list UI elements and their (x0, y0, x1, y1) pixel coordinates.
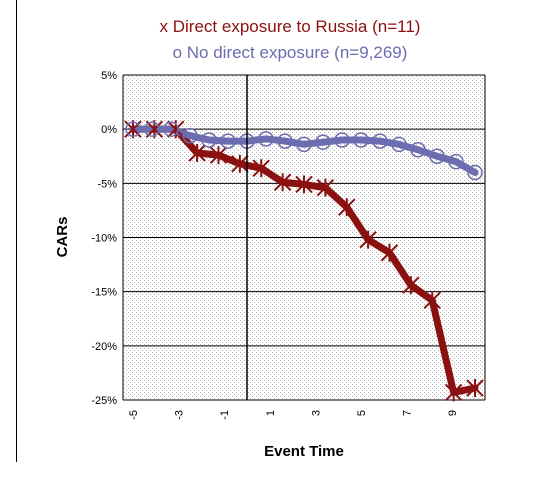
data-point-star (402, 276, 420, 295)
data-point-star (209, 146, 228, 165)
x-tick-label: -1 (219, 410, 231, 420)
data-point-star (273, 173, 292, 192)
x-tick-label: 1 (265, 410, 277, 416)
data-point-circle (448, 153, 464, 170)
y-tick-label: -10% (91, 233, 117, 245)
data-point-star (231, 154, 249, 173)
frame-border-line (16, 0, 17, 462)
y-tick-label: -5% (97, 178, 117, 190)
data-point-circle (410, 142, 426, 158)
data-point-star (316, 178, 335, 197)
legend-entry-0: x Direct exposure to Russia (n=11) (160, 17, 421, 36)
data-point-circle (201, 132, 217, 148)
data-point-star (338, 198, 356, 217)
x-tick-label: 5 (356, 410, 368, 416)
data-point-circle (258, 131, 274, 147)
data-point-star (380, 243, 399, 262)
x-axis-title: Event Time (264, 443, 344, 460)
x-tick-label: 3 (310, 410, 322, 416)
data-point-star (252, 159, 270, 178)
y-tick-label: 0% (101, 124, 117, 136)
data-point-circle (277, 133, 293, 149)
data-point-star (444, 383, 463, 402)
y-axis-title: CARs (54, 217, 71, 258)
x-tick-label: -5 (128, 410, 140, 420)
data-point-star (423, 291, 441, 310)
data-point-circle (144, 121, 160, 137)
data-point-circle (372, 133, 388, 149)
data-point-circle (353, 132, 369, 148)
y-tick-label: -25% (91, 395, 117, 407)
data-point-circle (182, 127, 198, 144)
data-point-circle (429, 148, 445, 164)
data-point-circle (296, 136, 312, 153)
series-line-1 (129, 125, 479, 176)
data-point-circle (315, 134, 331, 150)
legend-entry-1: o No direct exposure (n=9,269) (173, 43, 408, 62)
data-point-star (466, 379, 484, 398)
data-point-circle (163, 121, 179, 137)
data-point-circle (391, 136, 407, 153)
x-tick-label: 9 (447, 410, 459, 416)
data-point-star (188, 144, 206, 162)
data-point-circle (467, 164, 483, 181)
x-tick-label: -3 (174, 410, 186, 420)
y-tick-label: -20% (91, 341, 117, 353)
data-point-circle (220, 133, 236, 149)
data-point-circle (334, 132, 350, 148)
data-point-star (295, 175, 313, 194)
data-point-star (359, 230, 377, 249)
y-tick-label: -15% (91, 287, 117, 299)
x-tick-label: 7 (402, 410, 414, 416)
data-point-circle (125, 121, 141, 137)
y-tick-label: 5% (101, 70, 117, 82)
